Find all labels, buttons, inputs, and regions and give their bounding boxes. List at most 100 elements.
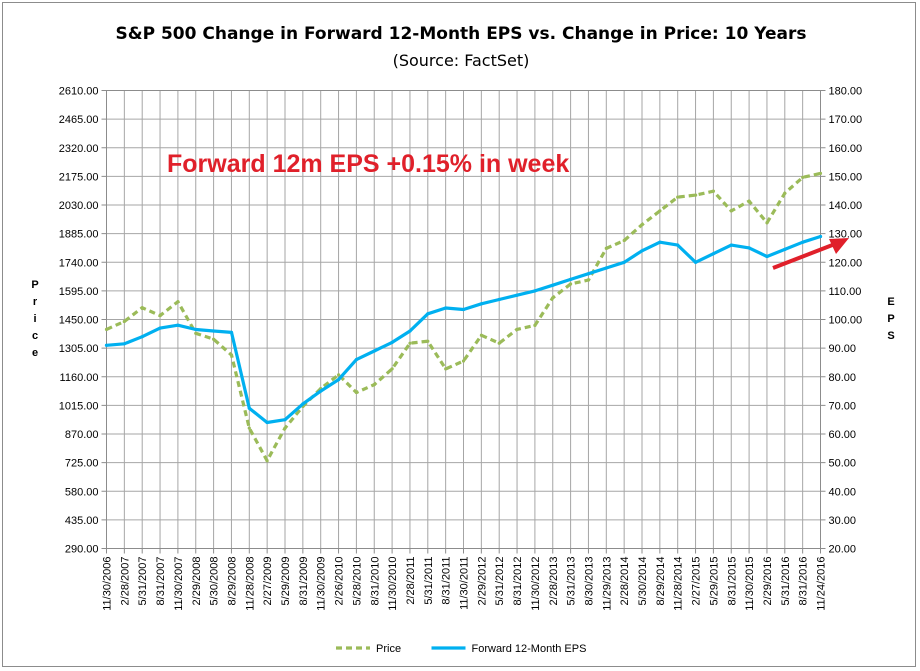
eps-point: [426, 312, 430, 316]
x-tick-label: 8/31/2012: [512, 557, 524, 606]
eps-point: [783, 247, 787, 251]
legend-label: Forward 12-Month EPS: [472, 643, 587, 655]
left-tick-label: 1595.00: [59, 286, 99, 298]
eps-point: [729, 243, 733, 247]
right-tick-label: 170.00: [829, 114, 863, 126]
eps-point: [122, 342, 126, 346]
left-axis-title: Price: [31, 279, 38, 359]
eps-point: [194, 327, 198, 332]
legend: Price Forward 12-Month EPS: [336, 643, 586, 655]
price-point: [444, 367, 448, 371]
left-tick-label: 1160.00: [60, 372, 99, 384]
price-line: [105, 171, 821, 463]
eps-annotation: Forward 12m EPS +0.15% in week: [167, 150, 569, 178]
right-tick-label: 140.00: [829, 200, 863, 212]
x-tick-label: 5/29/2015: [708, 557, 720, 606]
left-tick-label: 2465.00: [59, 114, 99, 126]
chart-canvas: S&P 500 Change in Forward 12-Month EPS v…: [31, 24, 894, 655]
price-point: [640, 223, 644, 227]
eps-point: [569, 277, 573, 281]
price-point: [337, 373, 341, 377]
eps-point: [801, 240, 805, 244]
eps-point: [515, 293, 519, 297]
price-point: [212, 337, 216, 341]
price-point: [426, 339, 430, 343]
eps-point: [622, 260, 626, 264]
right-tick-label: 90.00: [829, 343, 857, 355]
series-layer: [104, 171, 823, 463]
price-point: [711, 189, 716, 193]
x-tick-label: 11/30/2009: [316, 557, 328, 611]
price-point: [408, 341, 412, 345]
price-point: [569, 282, 573, 286]
right-tick-label: 30.00: [829, 515, 857, 527]
x-tick-label: 2/26/2010: [334, 557, 346, 606]
x-tick-label: 11/30/2006: [102, 557, 114, 611]
price-point: [140, 306, 144, 310]
right-tick-label: 100.00: [829, 315, 863, 327]
x-tick-label: 2/28/2011: [405, 557, 417, 605]
legend-label: Price: [376, 643, 401, 655]
x-tick-label: 11/28/2008: [244, 557, 256, 611]
right-tick-label: 160.00: [829, 143, 863, 155]
eps-point: [301, 402, 305, 406]
eps-point: [640, 249, 644, 253]
eps-point: [212, 329, 216, 333]
eps-point: [711, 252, 716, 256]
eps-point: [533, 289, 537, 293]
x-tick-label: 8/31/2010: [369, 557, 381, 606]
right-axis-title-letter: P: [887, 313, 894, 325]
eps-point: [747, 246, 751, 250]
right-tick-label: 180.00: [829, 86, 863, 98]
left-tick-label: 1015.00: [59, 400, 99, 412]
right-tick-label: 150.00: [829, 171, 863, 183]
eps-point: [444, 306, 448, 310]
x-tick-label: 2/27/2009: [262, 557, 274, 606]
x-tick-label: 11/30/2010: [387, 557, 399, 611]
eps-point: [408, 329, 412, 333]
x-tick-label: 11/24/2016: [816, 557, 828, 611]
price-point: [515, 327, 519, 331]
price-point: [354, 390, 358, 395]
x-tick-label: 8/31/2007: [155, 557, 167, 606]
left-axis-title-letter: c: [32, 330, 38, 342]
x-tick-label: 5/29/2009: [280, 557, 292, 606]
eps-point: [818, 234, 823, 239]
price-point: [551, 296, 555, 300]
price-point: [747, 199, 751, 203]
right-tick-label: 40.00: [829, 486, 857, 498]
price-point: [729, 209, 733, 213]
x-tick-label: 11/28/2014: [673, 557, 685, 611]
eps-point: [461, 307, 466, 312]
eps-point: [479, 302, 483, 306]
x-tick-label: 2/28/2007: [119, 557, 131, 606]
price-point: [694, 193, 698, 197]
eps-point: [354, 358, 358, 362]
right-axis-ticks: 20.00 30.00 40.00 50.00 60.00 70.00 80.00 90.00…: [820, 86, 863, 556]
x-tick-label: 8/31/2016: [798, 557, 810, 606]
right-tick-label: 20.00: [829, 544, 857, 556]
price-point: [533, 323, 537, 327]
red-arrow: [772, 238, 849, 270]
eps-point: [676, 243, 680, 247]
x-tick-label: 8/30/2013: [583, 557, 595, 606]
chart-subtitle: (Source: FactSet): [393, 51, 530, 70]
x-tick-label: 8/29/2014: [655, 557, 667, 606]
right-tick-label: 120.00: [829, 257, 863, 269]
eps-point: [372, 349, 376, 353]
x-tick-label: 2/28/2013: [548, 557, 560, 606]
price-point: [247, 426, 251, 430]
price-point: [194, 331, 198, 335]
left-axis-title-letter: P: [31, 279, 38, 291]
eps-point: [158, 326, 162, 330]
price-point: [622, 238, 626, 243]
price-point: [283, 426, 287, 430]
x-tick-label: 5/31/2007: [137, 557, 149, 606]
price-point: [604, 246, 608, 250]
x-tick-label: 5/30/2014: [637, 557, 649, 606]
price-point: [497, 341, 501, 345]
price-point: [122, 319, 126, 324]
price-point: [158, 314, 162, 318]
right-tick-label: 110.00: [829, 286, 862, 298]
